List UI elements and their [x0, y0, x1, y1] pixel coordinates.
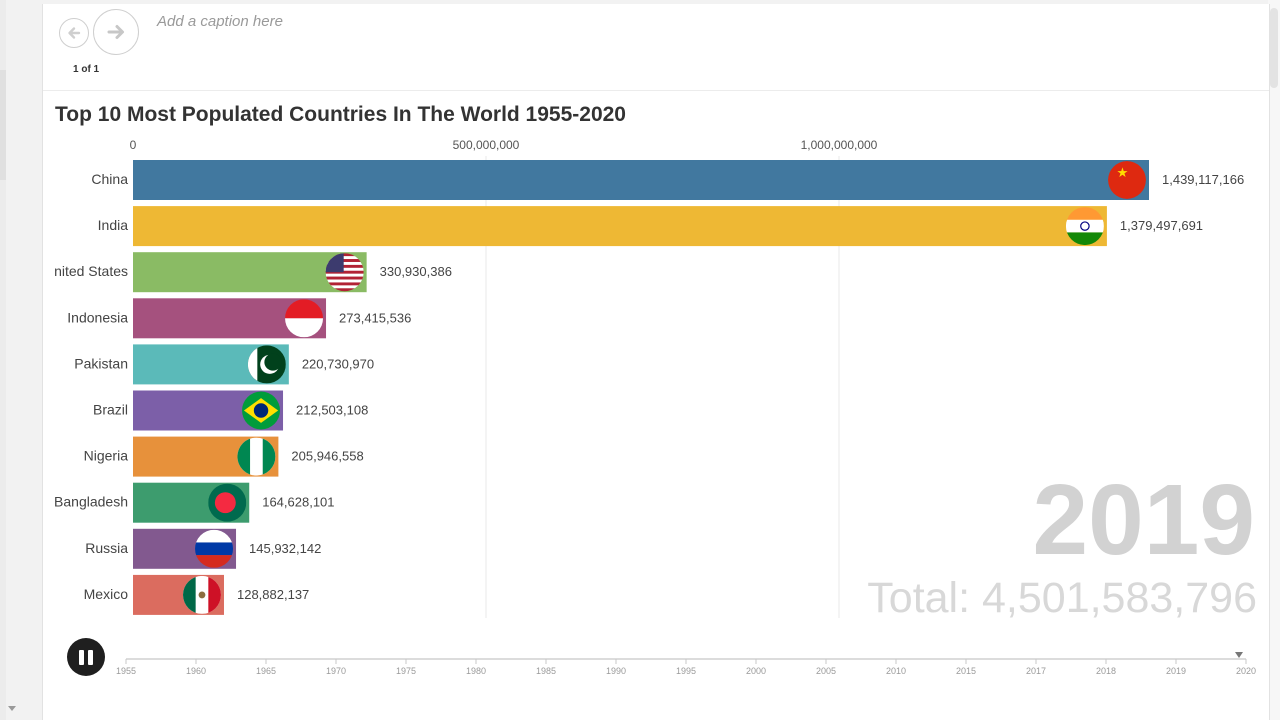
timeline-year-label[interactable]: 1995 [676, 666, 696, 676]
value-label: 220,730,970 [302, 356, 374, 371]
total-label: Total: 4,501,583,796 [867, 574, 1257, 622]
category-label: Pakistan [74, 355, 128, 371]
value-label: 1,439,117,166 [1162, 172, 1244, 187]
bar [133, 160, 1149, 200]
category-label: Russia [85, 540, 128, 556]
pause-button[interactable] [67, 638, 105, 676]
category-label: nited States [54, 263, 128, 279]
bar-chart-race: 0 500,000,000 1,000,000,000 China India nite… [54, 138, 1257, 676]
value-label: 164,628,101 [262, 495, 334, 510]
value-label: 128,882,137 [237, 587, 309, 602]
timeline-year-label[interactable]: 1965 [256, 666, 276, 676]
timeline-year-label[interactable]: 2005 [816, 666, 836, 676]
timeline-year-label[interactable]: 2018 [1096, 666, 1116, 676]
india-flag-icon [1065, 207, 1104, 246]
category-label: Bangladesh [54, 494, 128, 510]
arrow-left-icon [68, 27, 81, 39]
timeline-year-label[interactable]: 1990 [606, 666, 626, 676]
timeline-year-label[interactable]: 2019 [1166, 666, 1186, 676]
x-tick-label: 500,000,000 [453, 138, 520, 152]
x-tick-label: 0 [130, 138, 137, 152]
category-label: Indonesia [67, 309, 128, 325]
arrow-right-icon [107, 25, 124, 39]
bangladesh-flag-icon [208, 483, 247, 522]
category-label: China [91, 171, 128, 187]
china-flag-icon: ★ [1108, 161, 1146, 199]
value-label: 273,415,536 [339, 310, 411, 325]
svg-text:★: ★ [1117, 166, 1129, 181]
indonesia-flag-icon [285, 299, 324, 338]
pause-icon [79, 649, 84, 665]
scrollbar-thumb[interactable] [1270, 8, 1278, 88]
value-label: 1,379,497,691 [1120, 218, 1203, 233]
value-label: 330,930,386 [380, 264, 452, 279]
timeline-year-label[interactable]: 2017 [1026, 666, 1046, 676]
timeline-year-label[interactable]: 2015 [956, 666, 976, 676]
chart-title: Top 10 Most Populated Countries In The W… [55, 103, 626, 126]
value-label: 205,946,558 [291, 449, 363, 464]
usa-flag-icon [325, 253, 364, 292]
category-label: Brazil [93, 402, 128, 418]
timeline-year-label[interactable]: 1985 [536, 666, 556, 676]
next-slide-button[interactable] [93, 9, 139, 55]
previous-slide-button[interactable] [59, 18, 89, 48]
timeline-year-label[interactable]: 2020 [1236, 666, 1256, 676]
timeline-year-label[interactable]: 1955 [116, 666, 136, 676]
category-label: India [98, 217, 129, 233]
timeline-year-label[interactable]: 1980 [466, 666, 486, 676]
russia-flag-icon [195, 529, 234, 568]
vertical-scrollbar[interactable] [1268, 0, 1280, 720]
timeline-year-label[interactable]: 2010 [886, 666, 906, 676]
left-sidebar-strip [0, 0, 6, 720]
value-label: 145,932,142 [249, 541, 321, 556]
timeline-year-label[interactable]: 1970 [326, 666, 346, 676]
mexico-flag-icon [182, 575, 221, 614]
timeline-year-label[interactable]: 1975 [396, 666, 416, 676]
current-year: 2019 [1033, 464, 1255, 576]
page-indicator: 1 of 1 [73, 64, 100, 75]
timeline-handle[interactable] [1235, 652, 1243, 658]
category-label: Mexico [84, 586, 129, 602]
header-divider [43, 90, 1269, 91]
timeline-year-label[interactable]: 1960 [186, 666, 206, 676]
bar [133, 206, 1107, 247]
nigeria-flag-icon [237, 437, 276, 476]
pakistan-flag-icon [247, 345, 286, 384]
caption-input[interactable]: Add a caption here [157, 13, 283, 30]
category-label: Nigeria [84, 448, 129, 464]
scroll-down-icon[interactable] [8, 706, 16, 711]
value-label: 212,503,108 [296, 403, 368, 418]
x-tick-label: 1,000,000,000 [801, 138, 878, 152]
visualization-canvas: 1 of 1 Add a caption here Top 10 Most Po… [42, 4, 1270, 720]
left-sidebar-marker [0, 70, 6, 180]
timeline-year-label[interactable]: 2000 [746, 666, 766, 676]
brazil-flag-icon [242, 391, 281, 430]
